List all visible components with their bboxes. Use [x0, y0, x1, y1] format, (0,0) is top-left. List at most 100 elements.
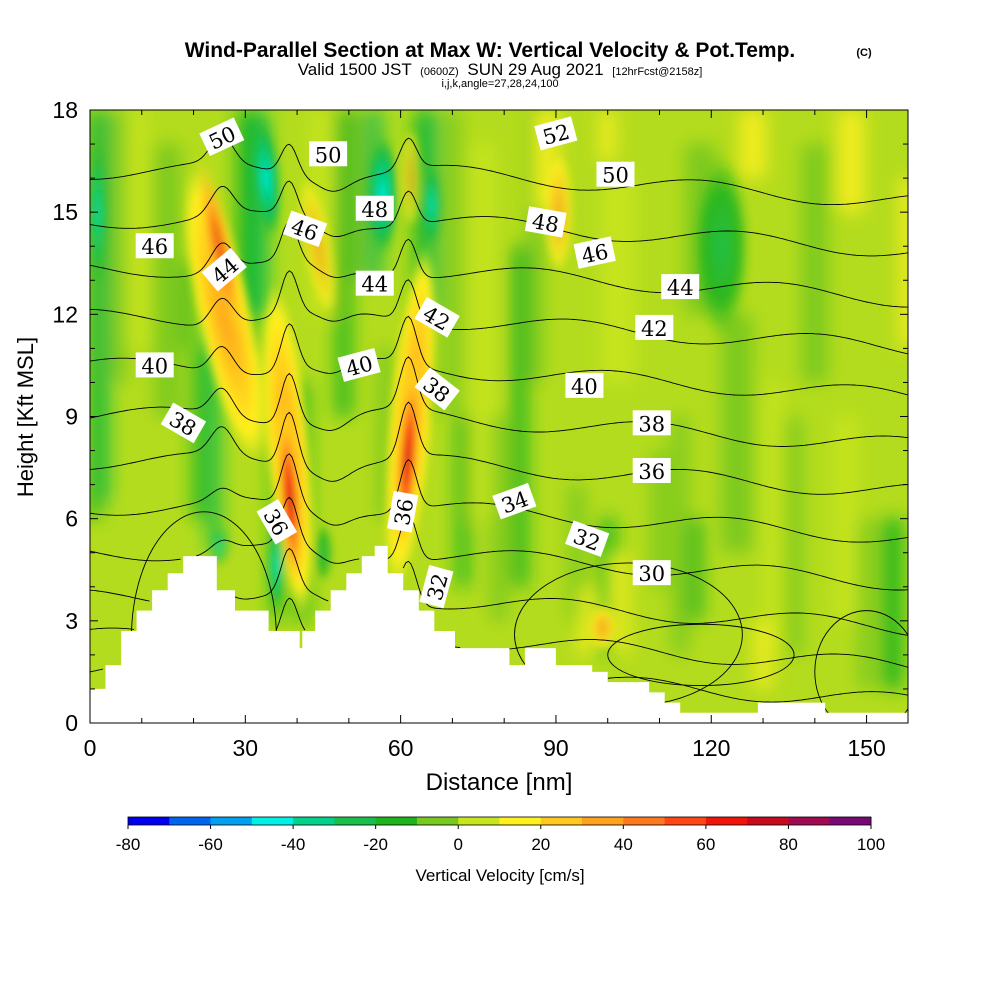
contour-label-box — [632, 560, 671, 586]
contour-label: 40 — [135, 352, 174, 378]
contour-label-box — [524, 206, 567, 238]
contour-label-box — [256, 499, 298, 545]
contour-label-text: 36 — [638, 460, 665, 484]
contour-label-text: 44 — [361, 273, 388, 297]
contour-label-box — [414, 367, 460, 411]
contour-label-box — [355, 195, 394, 221]
theta-contour-line — [90, 597, 908, 668]
contour-label: 42 — [635, 314, 674, 341]
y-tick-label: 9 — [65, 404, 78, 430]
colorbar-segment — [416, 817, 459, 825]
x-axis-label: Distance [nm] — [426, 769, 573, 796]
theta-contour-loop — [814, 610, 908, 723]
colorbar-segment — [540, 817, 583, 825]
colorbar-tick-label: -40 — [281, 835, 306, 854]
colorbar-tick-label: 0 — [453, 835, 462, 854]
theta-contour-loop — [607, 623, 795, 686]
colorbar-segment — [705, 817, 748, 825]
valid-line: Valid 1500 JST (0600Z) SUN 29 Aug 2021 [… — [298, 60, 703, 79]
contour-label: 32 — [565, 520, 610, 557]
colorbar-segment — [210, 817, 253, 825]
contour-label-box — [635, 314, 674, 340]
colorbar-tick-label: 60 — [696, 835, 715, 854]
contour-label: 46 — [573, 236, 616, 269]
valid-zulu: (0600Z) — [420, 66, 459, 78]
contour-label-box — [309, 141, 348, 167]
contour-label: 46 — [135, 233, 174, 259]
contour-label: 36 — [256, 499, 298, 545]
colorbar-frame — [127, 816, 872, 826]
contour-label-text: 36 — [390, 497, 418, 527]
colorbar-segment — [499, 817, 542, 825]
chart-title: Wind-Parallel Section at Max W: Vertical… — [185, 39, 796, 62]
contour-label-box — [573, 236, 616, 269]
colorbar-segment — [747, 817, 789, 825]
colorbar: -80 -60 -40 -20 0 20 40 60 80 100 — [116, 816, 885, 854]
theta-contour-line — [90, 221, 908, 308]
colorbar-tick-label: -60 — [198, 835, 223, 854]
colorbar-segment — [788, 817, 831, 825]
contour-label: 40 — [565, 372, 604, 399]
x-tick-label: 150 — [847, 735, 885, 761]
contour-label-box — [282, 210, 328, 247]
colorbar-tick-label: 100 — [857, 835, 885, 854]
colorbar-tick-label: -20 — [363, 835, 388, 854]
contour-label: 40 — [337, 347, 381, 382]
colorbar-segment — [375, 817, 418, 825]
contour-label-box — [565, 372, 604, 398]
contour-label: 44 — [355, 270, 394, 297]
contour-label: 36 — [632, 457, 671, 484]
terrain — [90, 545, 908, 723]
colorbar-segment — [128, 817, 170, 825]
contour-label-box — [414, 296, 460, 338]
contour-label-text: 46 — [141, 235, 168, 259]
y-tick-label: 3 — [65, 608, 78, 634]
x-tick-label: 120 — [692, 735, 730, 761]
contour-label: 30 — [632, 560, 671, 586]
contour-label: 48 — [524, 206, 567, 238]
colorbar-segment — [623, 817, 666, 825]
x-tick-label: 30 — [233, 735, 259, 761]
contour-label-box — [419, 565, 454, 609]
contour-label-text: 46 — [579, 239, 610, 268]
colorbar-segment — [664, 817, 707, 825]
colorbar-tick-label: 40 — [614, 835, 633, 854]
contour-label-box — [596, 161, 635, 187]
x-tick-label: 90 — [543, 735, 569, 761]
theta-contour-line — [90, 356, 908, 447]
title-suffix: (C) — [856, 47, 872, 59]
contour-label: 38 — [632, 410, 671, 436]
contour-label-box — [135, 233, 174, 259]
contour-label-box — [355, 270, 394, 296]
contour-label-text: 48 — [530, 209, 560, 237]
contour-label-box — [201, 247, 247, 292]
contour-label-box — [661, 274, 700, 300]
contour-label-text: 42 — [641, 317, 668, 341]
contour-label-box — [565, 520, 610, 557]
y-tick-label: 18 — [52, 97, 78, 123]
contour-label-box — [492, 482, 537, 520]
contour-label: 44 — [661, 274, 700, 300]
theta-contour-line — [90, 270, 908, 355]
contour-label-box — [632, 457, 671, 483]
contour-label-text: 38 — [638, 412, 665, 436]
y-tick-label: 12 — [52, 301, 78, 327]
forecast-tag: [12hrFcst@2158z] — [612, 66, 702, 78]
theta-contour-line — [90, 668, 908, 703]
ijk-line: i,j,k,angle=27,28,24,100 — [441, 78, 558, 90]
valid-prefix: Valid 1500 JST — [298, 60, 412, 79]
contour-label-text: 48 — [361, 198, 388, 222]
colorbar-segment — [829, 817, 872, 825]
contour-label-box — [160, 402, 207, 444]
contour-label-box — [199, 117, 245, 157]
contour-label-text: 44 — [667, 276, 694, 300]
contour-label: 48 — [355, 195, 394, 222]
colorbar-tick-label: 80 — [779, 835, 798, 854]
contour-label-box — [387, 490, 419, 533]
chart-header: Wind-Parallel Section at Max W: Vertical… — [185, 39, 872, 90]
contour-label: 50 — [309, 141, 348, 167]
theta-contour-line — [90, 547, 908, 636]
contour-label-box — [135, 352, 174, 378]
theta-contour-line — [90, 401, 908, 495]
